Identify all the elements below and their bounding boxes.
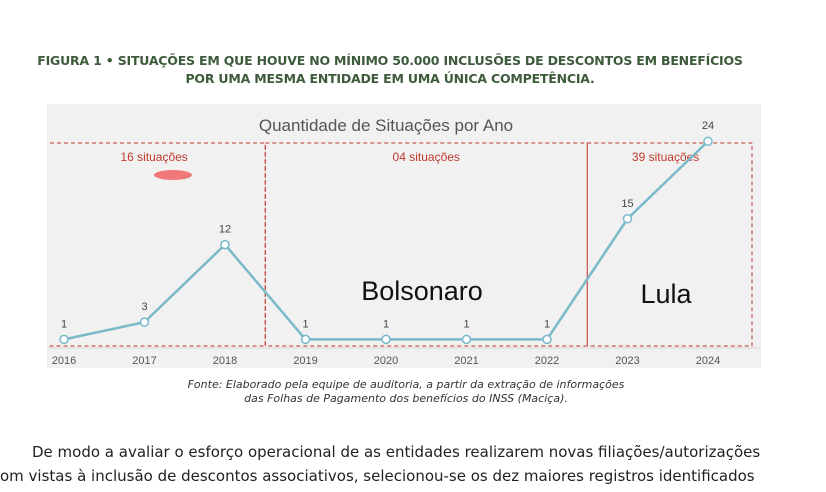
body-line-1: De modo a avaliar o esforço operacional …: [32, 443, 761, 461]
x-tick-2023: 2023: [615, 355, 639, 367]
group-label-2: 39 situações: [632, 150, 699, 164]
figure-title-line-1: FIGURA 1 • SITUAÇÕES EM QUE HOUVE NO MÍN…: [37, 53, 743, 68]
annotation-1: Lula: [640, 279, 692, 309]
highlight-mark: [154, 170, 192, 180]
figure-title-line-2: POR UMA MESMA ENTIDADE EM UMA ÚNICA COMP…: [185, 71, 595, 86]
group-box-1: [264, 142, 588, 347]
x-tick-2022: 2022: [535, 355, 559, 367]
data-label-2022: 1: [544, 318, 550, 330]
group-label-0: 16 situações: [120, 150, 187, 164]
data-point-2024: [703, 136, 713, 146]
source-line-2: das Folhas de Pagamento dos benefícios d…: [244, 392, 568, 405]
figure-title: FIGURA 1 • SITUAÇÕES EM QUE HOUVE NO MÍN…: [0, 52, 780, 88]
figure-source: Fonte: Elaborado pela equipe de auditori…: [0, 378, 812, 406]
data-point-2021: [461, 334, 472, 345]
data-point-2018: [220, 239, 230, 250]
data-point-2019: [300, 334, 311, 345]
group-label-1: 04 situações: [393, 150, 460, 164]
x-tick-2020: 2020: [374, 355, 398, 367]
chart-title: Quantidade de Situações por Ano: [259, 116, 513, 135]
data-point-2017: [139, 317, 150, 327]
data-label-2017: 3: [141, 301, 147, 313]
data-label-2023: 15: [621, 198, 633, 210]
data-label-2018: 12: [219, 224, 231, 236]
source-line-1: Fonte: Elaborado pela equipe de auditori…: [187, 378, 625, 391]
x-tick-2017: 2017: [132, 355, 156, 367]
line-chart: Quantidade de Situações por Ano 16 situaç…: [47, 116, 761, 367]
data-label-2016: 1: [61, 318, 67, 330]
data-point-2023: [622, 214, 633, 224]
data-point-2016: [59, 334, 69, 345]
x-tick-2024: 2024: [696, 355, 720, 367]
x-tick-2018: 2018: [213, 355, 237, 367]
x-tick-2019: 2019: [293, 355, 317, 367]
chart-panel: Quantidade de Situações por Ano 16 situaç…: [47, 104, 761, 368]
group-box-2: [586, 142, 753, 347]
body-paragraph: De modo a avaliar o esforço operacional …: [0, 440, 826, 492]
data-label-2020: 1: [383, 318, 389, 330]
annotation-0: Bolsonaro: [361, 276, 483, 306]
x-tick-2021: 2021: [454, 355, 478, 367]
data-label-2021: 1: [463, 318, 469, 330]
series-line: [63, 140, 709, 341]
data-label-2024: 24: [702, 120, 714, 132]
data-label-2019: 1: [302, 318, 308, 330]
data-point-2022: [542, 334, 552, 345]
body-line-2: om vistas à inclusão de descontos associ…: [0, 467, 755, 485]
data-point-2020: [381, 334, 391, 345]
x-tick-2016: 2016: [52, 355, 76, 367]
